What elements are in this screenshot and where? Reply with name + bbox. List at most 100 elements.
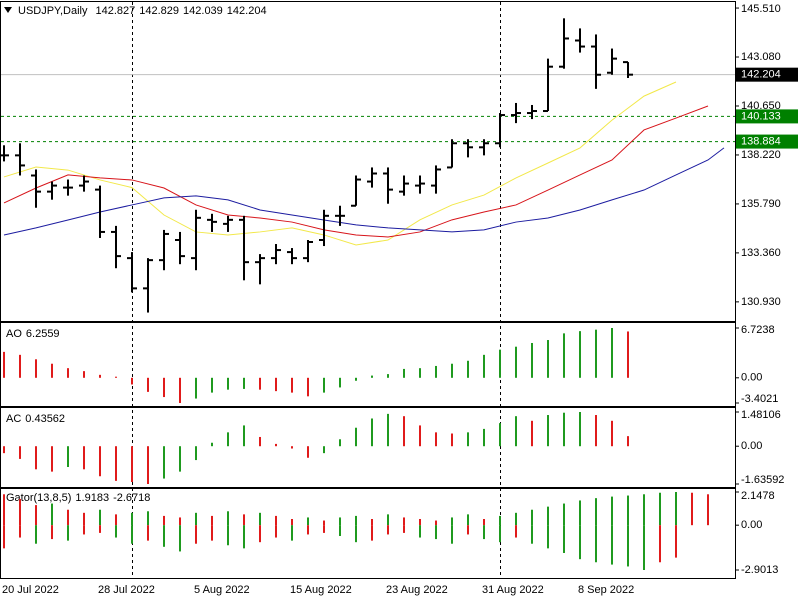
gator-bar xyxy=(579,500,581,526)
gator-lower-value: -2.6718 xyxy=(113,492,150,504)
gator-bar xyxy=(627,495,629,526)
gator-bar xyxy=(371,519,373,526)
main-header: USDJPY,Daily 142.827 142.829 142.039 142.204 xyxy=(18,5,267,17)
histogram-bar xyxy=(83,371,85,378)
menu-triangle[interactable] xyxy=(4,7,12,13)
gator-bar xyxy=(483,525,485,540)
histogram-bar xyxy=(275,443,277,447)
gator-bar xyxy=(307,525,309,535)
histogram-bar xyxy=(227,377,229,390)
histogram-bar xyxy=(243,377,245,389)
histogram-bar xyxy=(403,368,405,378)
gator-bar xyxy=(339,525,341,536)
histogram-bar xyxy=(483,428,485,447)
price-label-box xyxy=(736,134,798,149)
histogram-bar xyxy=(3,351,5,378)
histogram-bar xyxy=(83,446,85,470)
gator-bar xyxy=(675,492,677,526)
gator-bar xyxy=(211,515,213,526)
gator-bar xyxy=(595,525,597,563)
y-tick-label: -2.9013 xyxy=(741,564,778,576)
histogram-bar xyxy=(451,363,453,378)
histogram-bar xyxy=(563,412,565,447)
price-label: 142.204 xyxy=(741,69,781,81)
gator-bar xyxy=(227,525,229,546)
gator-bar xyxy=(179,517,181,526)
gator-bar xyxy=(595,498,597,526)
symbol: USDJPY,Daily xyxy=(18,5,88,17)
gator-bar xyxy=(99,509,101,526)
gator-bar xyxy=(579,525,581,560)
gator-bar xyxy=(627,525,629,567)
gator-bar xyxy=(387,514,389,526)
histogram-bar xyxy=(547,415,549,447)
gator-bar xyxy=(323,525,325,533)
gator-bar xyxy=(35,505,37,526)
gator-pane xyxy=(0,488,736,579)
y-tick-label: 2.1478 xyxy=(741,490,775,502)
gator-bar xyxy=(99,525,101,533)
histogram-bar xyxy=(195,377,197,399)
histogram-bar xyxy=(339,439,341,447)
histogram-bar xyxy=(467,432,469,447)
y-tick-label: 145.510 xyxy=(741,3,781,15)
histogram-bar xyxy=(563,333,565,378)
histogram-bar xyxy=(307,377,309,397)
gator-bar xyxy=(179,525,181,552)
histogram-bar xyxy=(275,377,277,392)
histogram-bar xyxy=(19,446,21,459)
price-label-box xyxy=(736,109,798,124)
gator-bar xyxy=(547,525,549,549)
histogram-bar xyxy=(115,446,117,481)
histogram-bar xyxy=(387,374,389,378)
histogram-bar xyxy=(339,377,341,388)
histogram-bar xyxy=(291,377,293,393)
gator-bar xyxy=(115,514,117,526)
gator-upper-value: 1.9183 xyxy=(75,492,109,504)
gator-bar xyxy=(611,496,613,526)
histogram-bar xyxy=(131,446,133,483)
gator-bar xyxy=(403,525,405,533)
histogram-bar xyxy=(179,377,181,403)
histogram-bar xyxy=(371,375,373,378)
histogram-bar xyxy=(451,433,453,447)
histogram-bar xyxy=(115,376,117,378)
gator-bar xyxy=(291,525,293,541)
histogram-bar xyxy=(531,420,533,447)
histogram-bar xyxy=(467,360,469,378)
gator-bar xyxy=(371,525,373,541)
gator-bar xyxy=(291,519,293,526)
gator-bar xyxy=(163,525,165,547)
ac-value: 0.43562 xyxy=(25,413,65,425)
x-tick-label: 5 Aug 2022 xyxy=(194,584,250,596)
histogram-bar xyxy=(67,446,69,468)
gator-bar xyxy=(51,525,53,540)
gator-bar xyxy=(211,525,213,541)
gator-bar xyxy=(243,514,245,526)
gator-bar xyxy=(19,498,21,526)
gator-bar xyxy=(243,525,245,549)
histogram-bar xyxy=(387,413,389,447)
gator-bar xyxy=(403,517,405,526)
gator-bar xyxy=(531,525,533,544)
gator-bar xyxy=(499,525,501,543)
gator-bar xyxy=(387,525,389,535)
histogram-bar xyxy=(35,359,37,378)
histogram-bar xyxy=(307,446,309,458)
main-pane xyxy=(0,1,736,322)
histogram-bar xyxy=(515,416,517,447)
histogram-bar xyxy=(579,412,581,447)
gator-bar xyxy=(451,517,453,526)
indicator-line xyxy=(3,147,725,236)
gator-bar xyxy=(659,525,661,563)
histogram-bar xyxy=(595,415,597,447)
histogram-bar xyxy=(611,328,613,378)
gator-bar xyxy=(147,511,149,526)
gator-bar xyxy=(67,509,69,526)
histogram-bar xyxy=(611,420,613,447)
y-tick-label: 6.7238 xyxy=(741,324,775,336)
gator-bar xyxy=(531,509,533,526)
histogram-bar xyxy=(547,340,549,378)
gator-bar xyxy=(339,517,341,526)
